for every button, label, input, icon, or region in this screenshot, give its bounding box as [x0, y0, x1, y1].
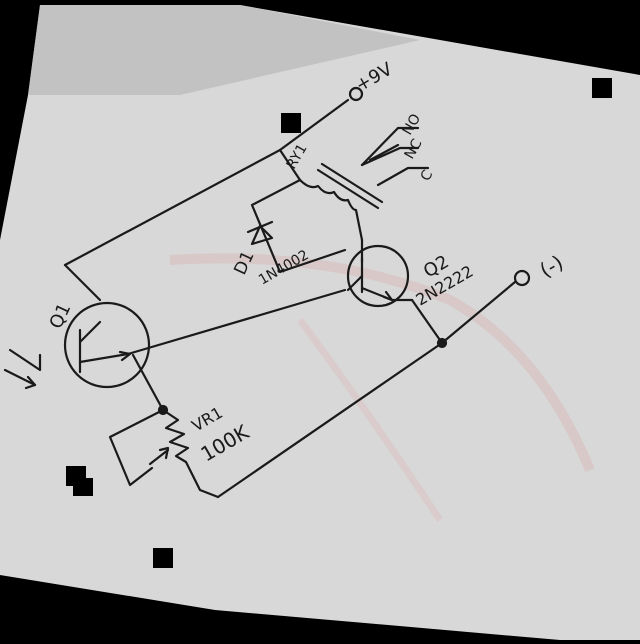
black-square — [203, 622, 221, 640]
black-square — [281, 113, 301, 133]
black-square — [153, 548, 173, 568]
black-square — [168, 618, 186, 636]
smudge — [297, 317, 443, 522]
paper-sheet — [0, 5, 640, 640]
black-square — [73, 478, 93, 496]
black-square — [592, 78, 612, 98]
paper-shadow — [28, 5, 420, 95]
smudge — [169, 253, 595, 472]
circuit-wiring — [3, 86, 531, 499]
